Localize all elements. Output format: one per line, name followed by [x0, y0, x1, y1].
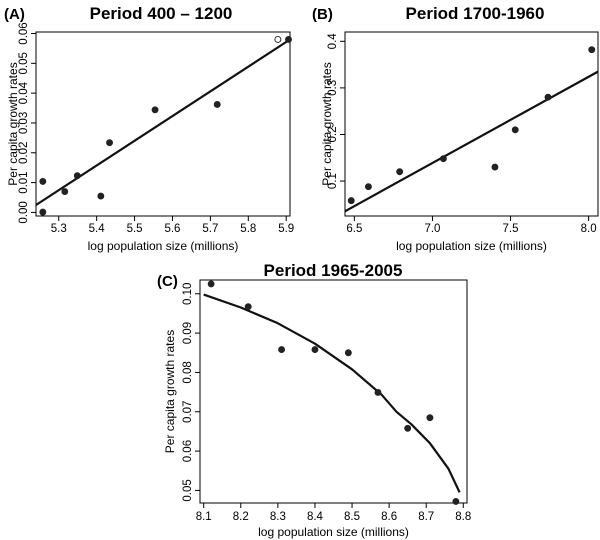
data-point	[344, 349, 352, 357]
x-tick-label: 7.5	[503, 223, 519, 235]
y-tick-label: 0.04	[18, 81, 30, 104]
data-point	[97, 192, 105, 200]
plot-frame	[35, 31, 291, 217]
x-tick-label: 8.0	[581, 223, 597, 235]
data-point	[364, 183, 372, 191]
chart-title: Period 1700-1960	[406, 4, 545, 23]
data-point	[73, 172, 81, 180]
y-tick-label: 0.2	[327, 126, 339, 142]
y-tick-label: 0.07	[182, 401, 194, 423]
y-axis-label: Per capita growth rates	[6, 62, 20, 185]
x-tick-label: 5.4	[89, 223, 106, 235]
y-tick-label: 0.10	[182, 283, 194, 305]
plot-frame	[344, 31, 599, 217]
x-tick-label: 5.5	[127, 223, 143, 235]
x-tick-label: 5.8	[240, 223, 256, 235]
data-point	[404, 424, 412, 432]
x-tick-label: 8.4	[307, 511, 324, 523]
x-tick-label: 8.1	[196, 511, 212, 523]
x-tick-label: 5.9	[278, 223, 294, 235]
x-tick-label: 8.6	[381, 511, 397, 523]
data-point	[544, 93, 552, 101]
fit-line	[35, 38, 291, 206]
data-point	[511, 126, 519, 134]
data-point	[452, 497, 460, 505]
data-point	[39, 208, 47, 216]
x-tick-label: 5.6	[164, 223, 180, 235]
y-tick-label: 0.1	[327, 173, 339, 189]
data-point	[311, 346, 319, 354]
y-axis-label: Per capita growth rates	[163, 330, 177, 453]
y-tick-label: 0.01	[18, 171, 30, 193]
y-tick-label: 0.00	[18, 201, 30, 223]
data-point	[491, 163, 499, 171]
y-axis-label: Per capita growth rates	[320, 62, 334, 185]
x-tick-label: 5.3	[51, 223, 67, 235]
data-point	[106, 139, 113, 147]
x-axis-label: log population size (millions)	[258, 525, 409, 539]
x-axis-label: log population size (millions)	[88, 239, 239, 253]
data-point	[61, 188, 69, 195]
chart-title: Period 1965-2005	[264, 261, 403, 280]
data-point-open	[274, 36, 282, 43]
data-point	[213, 101, 221, 108]
y-tick-label: 0.03	[18, 112, 30, 134]
x-tick-label: 8.3	[270, 511, 286, 523]
data-point	[347, 197, 355, 205]
y-tick-label: 0.08	[182, 361, 194, 383]
x-tick-label: 8.7	[418, 511, 434, 523]
data-point	[285, 36, 292, 43]
data-point	[426, 414, 434, 422]
data-point	[207, 280, 215, 288]
panel-label: (C)	[157, 273, 178, 290]
chart-panel-2: Period 1965-2005 (C) 8.1 8.2 8.3 8.4 8.5 8.6 8.7…	[157, 261, 471, 539]
y-tick-label: 0.06	[182, 440, 194, 462]
y-tick-label: 0.05	[182, 479, 194, 501]
x-axis-label: log population size (millions)	[396, 239, 547, 253]
x-tick-label: 7.0	[424, 223, 440, 235]
x-tick-label: 6.5	[346, 223, 362, 235]
chart-panel-0: Period 400 – 1200 (A) 5.3 5.4 5.5 5.6 5.7 5.8 5.…	[4, 4, 294, 253]
x-tick-label: 8.2	[233, 511, 249, 523]
x-tick-label: 8.5	[344, 511, 360, 523]
fit-line	[203, 293, 461, 493]
panel-label: (B)	[312, 6, 333, 23]
data-point	[374, 389, 382, 396]
y-tick-label: 0.06	[18, 22, 30, 44]
y-tick-label: 0.05	[18, 52, 30, 74]
data-point	[439, 155, 447, 163]
x-tick-label: 5.7	[202, 223, 218, 235]
y-tick-label: 0.4	[327, 33, 339, 50]
y-tick-label: 0.09	[182, 322, 194, 344]
data-point	[151, 106, 159, 114]
data-point	[39, 177, 47, 185]
y-tick-label: 0.3	[327, 80, 339, 96]
panel-label: (A)	[4, 6, 25, 23]
chart-title: Period 400 – 1200	[90, 4, 233, 23]
data-point	[278, 346, 286, 354]
data-point	[244, 303, 252, 311]
data-point	[588, 46, 596, 54]
data-point	[396, 168, 404, 176]
fit-line	[344, 70, 599, 213]
y-tick-label: 0.02	[18, 142, 30, 164]
plot-frame	[199, 279, 468, 504]
x-tick-label: 8.8	[455, 511, 471, 523]
chart-panel-1: Period 1700-1960 (B) 6.5 7.0 7.5 8.0 0.1 0.2 0.3…	[312, 4, 599, 253]
